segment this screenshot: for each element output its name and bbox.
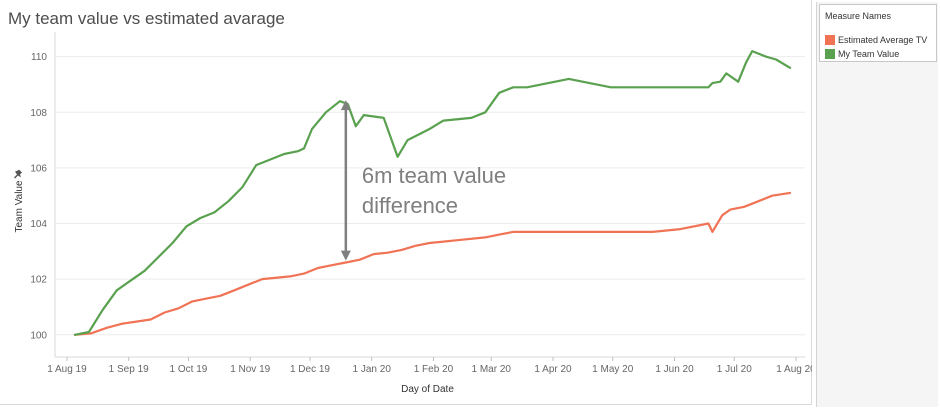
x-tick-label: 1 Apr 20 — [534, 364, 572, 375]
y-tick-label: 108 — [30, 108, 47, 119]
x-tick-label: 1 Feb 20 — [414, 364, 454, 375]
x-tick-label: 1 Sep 19 — [109, 364, 149, 375]
x-tick-label: 1 Jul 20 — [717, 364, 752, 375]
y-tick-label: 100 — [30, 330, 47, 341]
x-tick-label: 1 Mar 20 — [472, 364, 512, 375]
x-tick-label: 1 Aug 20 — [776, 364, 812, 375]
x-tick-label: 1 Nov 19 — [230, 364, 270, 375]
series-line-estimated-average-tv — [73, 191, 792, 336]
legend-title: Measure Names — [825, 11, 892, 21]
x-tick-label: 1 Jan 20 — [353, 364, 392, 375]
line-chart: 100 102 104 106 108 110 1 Aug 19 1 Sep 19 1 Oct … — [14, 32, 812, 395]
x-axis-title: Day of Date — [401, 384, 454, 395]
annotation-text: 6m team value — [362, 163, 506, 188]
legend: Measure Names Estimated Average TV My Te… — [819, 4, 937, 62]
legend-item-estimated-average-tv[interactable]: Estimated Average TV — [825, 31, 928, 45]
annotation-text: difference — [362, 193, 458, 218]
pin-icon — [14, 169, 22, 179]
y-tick-label: 110 — [31, 52, 47, 63]
chart-title: My team value vs estimated avarage — [8, 9, 285, 28]
x-tick-label: 1 Jun 20 — [655, 364, 694, 375]
legend-item-my-team-value[interactable]: My Team Value — [825, 45, 900, 59]
annotation-arrow-head-down — [340, 250, 351, 261]
x-tick-label: 1 Aug 19 — [47, 364, 87, 375]
legend-label: Estimated Average TV — [838, 34, 928, 45]
y-axis-title: Team Value — [14, 180, 25, 233]
legend-swatch-my-team-value — [825, 48, 835, 59]
x-tick-label: 1 May 20 — [592, 364, 634, 375]
y-tick-label: 104 — [30, 219, 47, 230]
worksheet-frame — [0, 0, 812, 405]
y-tick-label: 102 — [30, 275, 47, 286]
y-tick-label: 106 — [30, 163, 47, 174]
annotation-arrow-head-up — [340, 100, 351, 111]
legend-swatch-estimated-average-tv — [825, 34, 835, 45]
x-tick-label: 1 Dec 19 — [290, 364, 330, 375]
legend-label: My Team Value — [838, 48, 900, 59]
series-line-my-team-value — [73, 50, 792, 336]
x-tick-label: 1 Oct 19 — [170, 364, 208, 375]
legend-panel: Measure Names Estimated Average TV My Te… — [816, 2, 938, 407]
